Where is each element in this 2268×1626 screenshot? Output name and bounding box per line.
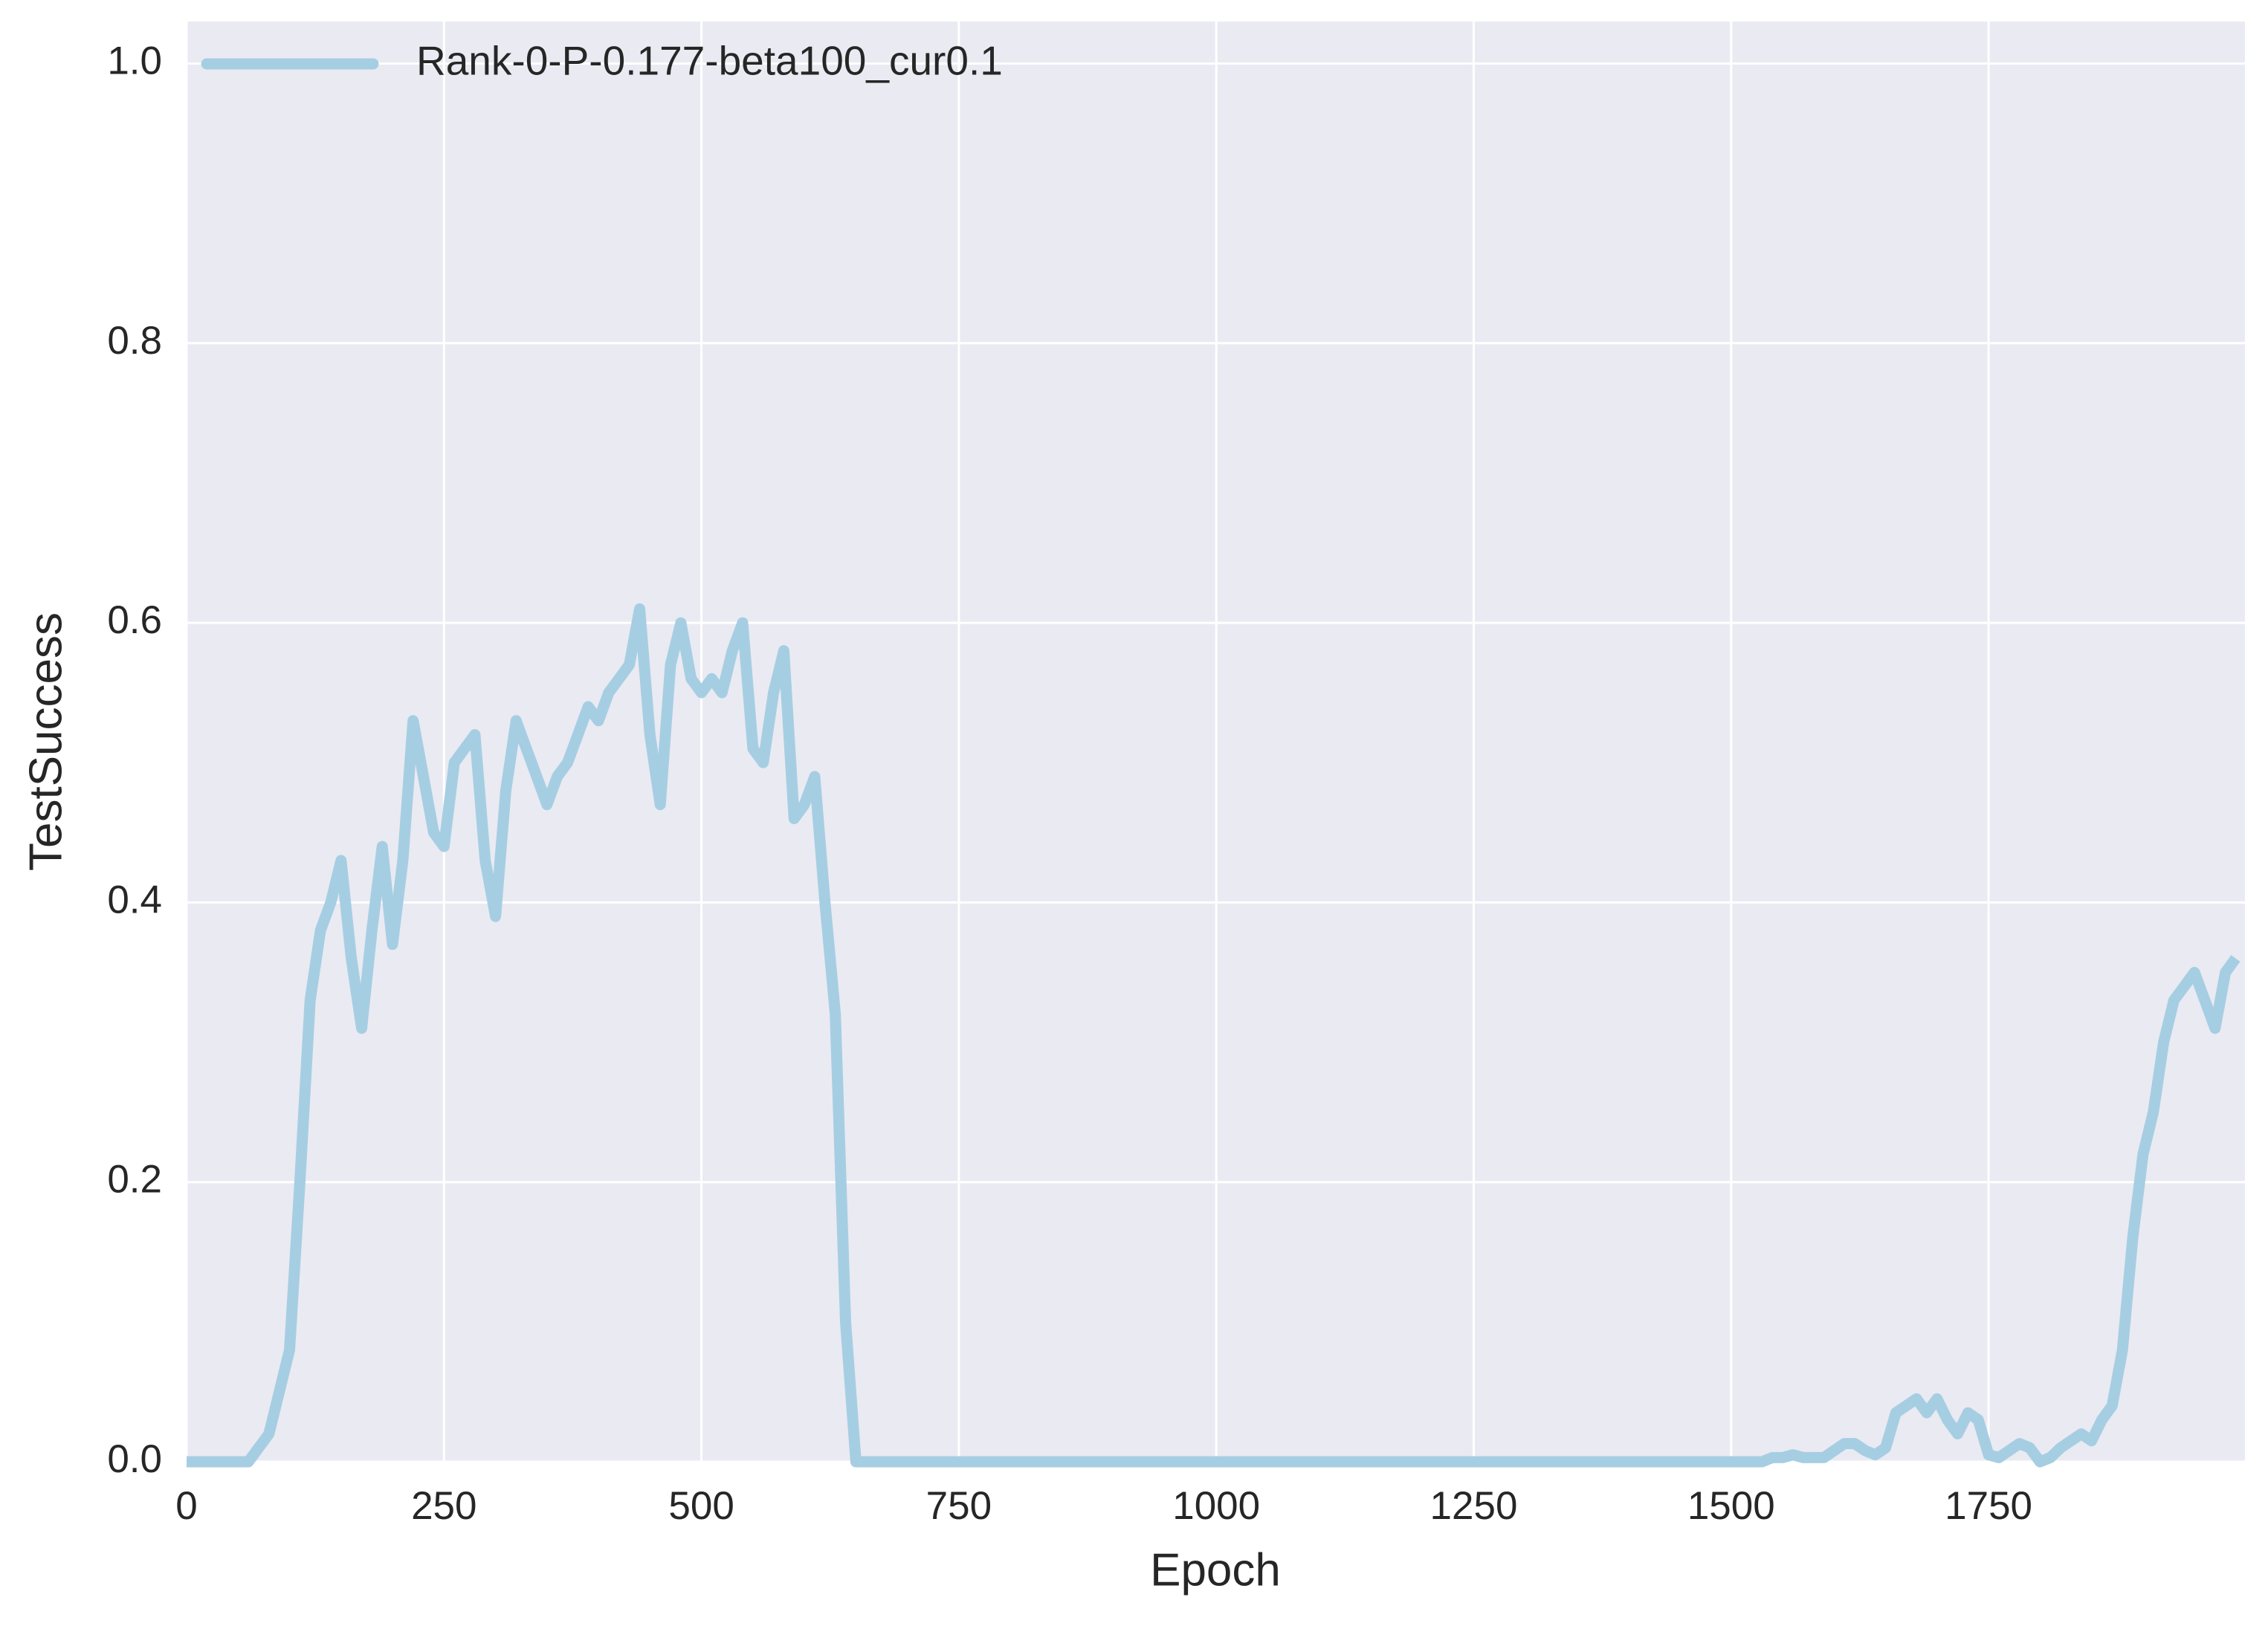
x-tick-label: 0 [175,1484,197,1528]
y-tick-label: 0.2 [107,1158,162,1202]
x-tick-label: 1500 [1687,1484,1775,1528]
y-tick-label: 0.0 [107,1437,162,1481]
x-tick-label: 500 [668,1484,734,1528]
x-tick-label: 1250 [1430,1484,1518,1528]
x-tick-label: 250 [411,1484,476,1528]
x-tick-label: 750 [926,1484,992,1528]
y-tick-label: 0.6 [107,598,162,642]
legend-label: Rank-0-P-0.177-beta100_cur0.1 [416,38,1003,84]
y-axis-label: TestSuccess [20,612,71,871]
x-axis-label: Epoch [1150,1544,1281,1596]
data-line [187,603,2240,1468]
y-tick-label: 0.8 [107,319,162,363]
y-tick-label: 0.4 [107,878,162,921]
x-tick-label: 1750 [1945,1484,2032,1528]
x-tick-label: 1000 [1172,1484,1260,1528]
y-tick-label: 1.0 [107,39,162,82]
